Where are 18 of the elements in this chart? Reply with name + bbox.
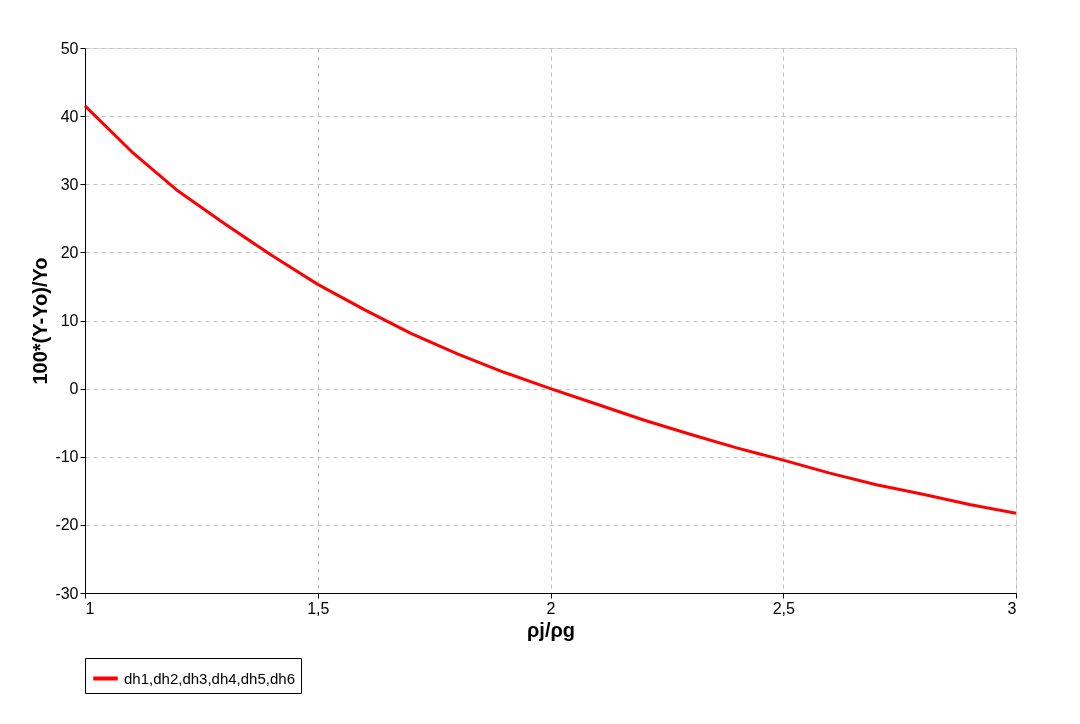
- legend-label: dh1,dh2,dh3,dh4,dh5,dh6: [124, 669, 295, 687]
- y-tick-label: 50: [60, 39, 79, 57]
- y-tick-label: -30: [55, 584, 79, 602]
- y-tick-label: -10: [55, 448, 79, 466]
- line-series: [83, 104, 1018, 515]
- y-tick-label: 10: [60, 312, 79, 329]
- x-tick-label: 2,5: [772, 599, 795, 617]
- x-axis-title: ρj/ρg: [526, 618, 576, 641]
- y-tick-label: 0: [69, 380, 79, 398]
- y-tick-label: 20: [60, 243, 79, 261]
- x-tick-label: 1: [85, 599, 95, 617]
- x-tick-label: 1,5: [307, 599, 330, 617]
- x-tick-label: 2: [546, 599, 556, 617]
- y-axis-title: 100*(Y-Yo)/Yo: [29, 257, 52, 385]
- x-tick-label: 3: [1007, 599, 1017, 617]
- y-tick-label: -20: [55, 516, 79, 534]
- y-tick-label: 30: [60, 175, 79, 193]
- y-tick-label: 40: [60, 107, 79, 125]
